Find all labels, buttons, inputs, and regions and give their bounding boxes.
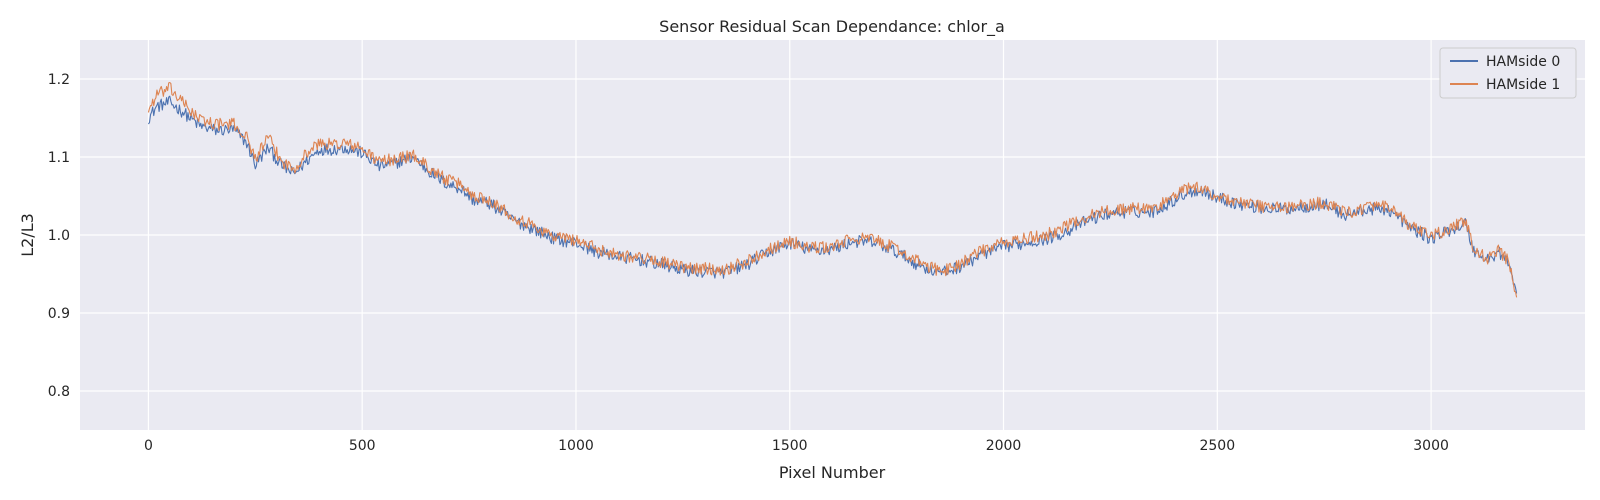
x-axis-label: Pixel Number <box>779 463 886 482</box>
x-tick-label: 0 <box>144 438 153 454</box>
legend-label-hamside-0: HAMside 0 <box>1486 54 1560 70</box>
y-tick-label: 0.8 <box>48 384 70 400</box>
y-axis-label: L2/L3 <box>18 213 37 257</box>
x-tick-label: 2500 <box>1199 438 1235 454</box>
x-tick-label: 3000 <box>1413 438 1449 454</box>
y-tick-label: 0.9 <box>48 306 70 322</box>
series-line-hamside-1 <box>147 81 1518 298</box>
legend-label-hamside-1: HAMside 1 <box>1486 77 1560 93</box>
x-tick-label: 2000 <box>986 438 1022 454</box>
y-tick-label: 1.1 <box>48 150 70 166</box>
x-tick-label: 1000 <box>558 438 594 454</box>
y-tick-label: 1.0 <box>48 228 70 244</box>
x-tick-label: 1500 <box>772 438 808 454</box>
series-layer <box>147 81 1518 298</box>
y-tick-label: 1.2 <box>48 72 70 88</box>
grid <box>80 40 1585 430</box>
chart-title: Sensor Residual Scan Dependance: chlor_a <box>659 17 1005 37</box>
x-tick-label: 500 <box>349 438 376 454</box>
x-tick-labels: 0 500 1000 1500 2000 2500 3000 <box>144 438 1449 454</box>
legend: HAMside 0 HAMside 1 <box>1439 47 1577 99</box>
y-tick-labels: 0.8 0.9 1.0 1.1 1.2 <box>48 72 70 400</box>
